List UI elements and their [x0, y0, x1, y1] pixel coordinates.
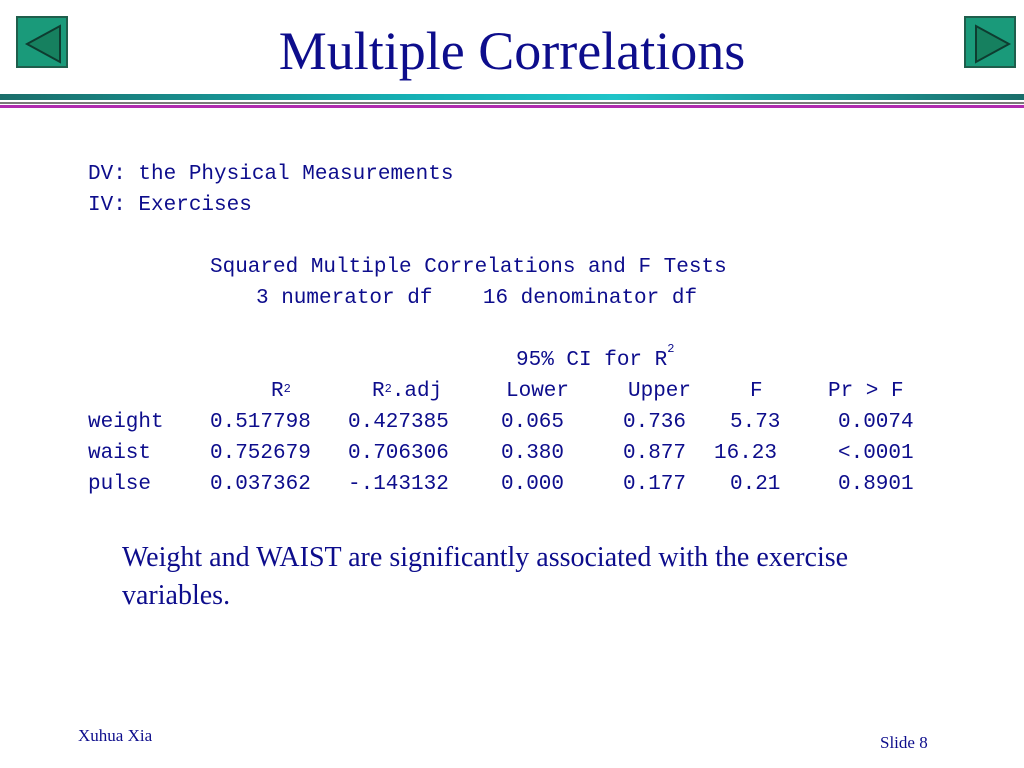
col-header-lower: Lower	[506, 380, 570, 403]
pr-value: 0.0074	[838, 411, 914, 434]
table-row: waist 0.752679 0.706306 0.380 0.877 16.2…	[88, 438, 948, 469]
r2-value: 0.037362	[210, 473, 311, 496]
row-label: waist	[88, 442, 152, 465]
col-r2-sup: 2	[283, 382, 291, 396]
upper-value: 0.736	[623, 411, 687, 434]
col-r2adj-sup: 2	[384, 382, 392, 396]
pr-value: <.0001	[838, 442, 914, 465]
f-value: 0.21	[730, 473, 781, 496]
column-header-row: R2 R2.adj Lower Upper F Pr > F	[88, 376, 948, 407]
table-row: weight 0.517798 0.427385 0.065 0.736 5.7…	[88, 407, 948, 438]
lower-value: 0.000	[501, 473, 565, 496]
slide-title: Multiple Correlations	[278, 21, 746, 81]
r2-value: 0.752679	[210, 442, 311, 465]
r2adj-value: 0.706306	[348, 442, 449, 465]
upper-value: 0.177	[623, 473, 687, 496]
triangle-right-icon	[975, 24, 1012, 64]
lower-value: 0.065	[501, 411, 565, 434]
dv-line: DV: the Physical Measurements	[88, 163, 454, 186]
col-r2-text: R	[271, 380, 284, 403]
f-value: 16.23	[714, 442, 778, 465]
col-r2adj-post: .adj	[391, 380, 443, 403]
col-header-pr: Pr > F	[828, 380, 904, 403]
iv-line: IV: Exercises	[88, 194, 252, 217]
ci-header-superscript: 2	[667, 342, 675, 356]
r2-value: 0.517798	[210, 411, 311, 434]
ci-header: 95% CI for R2	[516, 342, 675, 376]
table-row: pulse 0.037362 -.143132 0.000 0.177 0.21…	[88, 469, 948, 500]
pr-value: 0.8901	[838, 473, 914, 496]
triangle-left-icon	[24, 24, 61, 64]
col-header-upper: Upper	[628, 380, 692, 403]
col-r2adj-pre: R	[372, 380, 385, 403]
df-line: 3 numerator df 16 denominator df	[256, 287, 698, 310]
previous-slide-button[interactable]	[16, 16, 68, 68]
title-divider-gray	[0, 102, 1024, 104]
col-header-r2adj: R2.adj	[372, 376, 442, 407]
row-label: weight	[88, 411, 164, 434]
r2adj-value: -.143132	[348, 473, 449, 496]
upper-value: 0.877	[623, 442, 687, 465]
col-header-f: F	[750, 380, 763, 403]
lower-value: 0.380	[501, 442, 565, 465]
slide-number: Slide 8	[880, 733, 928, 752]
conclusion-text: Weight and WAIST are significantly assoc…	[122, 542, 849, 611]
col-header-r2: R2	[271, 376, 291, 407]
next-slide-button[interactable]	[964, 16, 1016, 68]
title-divider-teal	[0, 94, 1024, 100]
ci-header-text: 95% CI for R	[516, 349, 668, 372]
table-title: Squared Multiple Correlations and F Test…	[210, 256, 727, 279]
f-value: 5.73	[730, 411, 781, 434]
r2adj-value: 0.427385	[348, 411, 449, 434]
row-label: pulse	[88, 473, 152, 496]
title-divider-magenta	[0, 105, 1024, 108]
author-footer: Xuhua Xia	[78, 726, 153, 745]
